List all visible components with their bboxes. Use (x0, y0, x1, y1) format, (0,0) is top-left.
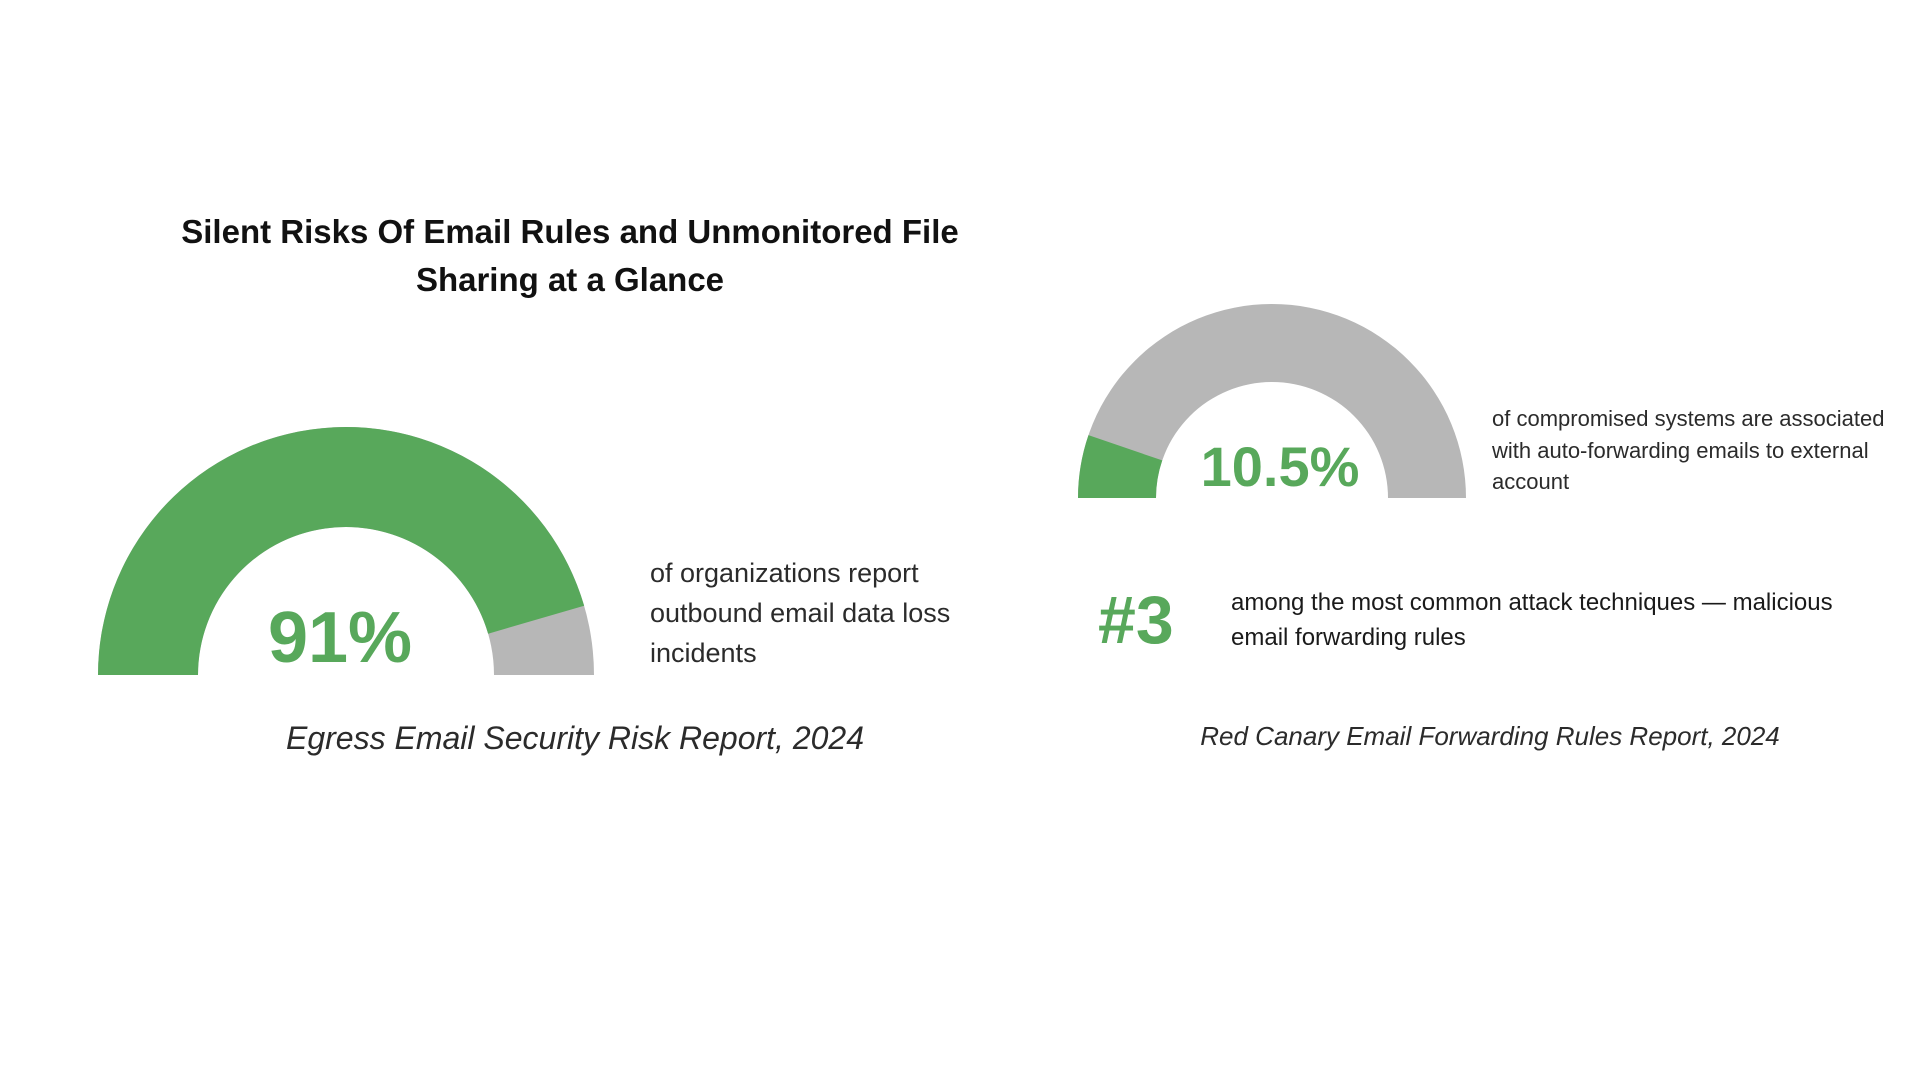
gauge-1-description: of organizations report outbound email d… (650, 558, 951, 668)
page-title: Silent Risks Of Email Rules and Unmonito… (181, 213, 959, 298)
gauge-1-value-label: 91% (268, 598, 412, 678)
gauge-1-source: Egress Email Security Risk Report, 2024 (286, 720, 864, 756)
gauge-2-description: of compromised systems are associated wi… (1492, 406, 1885, 494)
gauge-2-value-label: 10.5% (1201, 435, 1360, 498)
rank-description: among the most common attack techniques … (1231, 589, 1833, 651)
gauge-2-remainder-arc (1078, 304, 1466, 498)
rank-value: #3 (1098, 582, 1174, 658)
gauge-chart-1: 91% (98, 427, 594, 678)
gauge-chart-2: 10.5% (1078, 304, 1466, 498)
rank-source: Red Canary Email Forwarding Rules Report… (1200, 721, 1780, 751)
gauge-2-value-arc (1078, 435, 1163, 498)
gauge-1-value-arc (98, 427, 585, 675)
